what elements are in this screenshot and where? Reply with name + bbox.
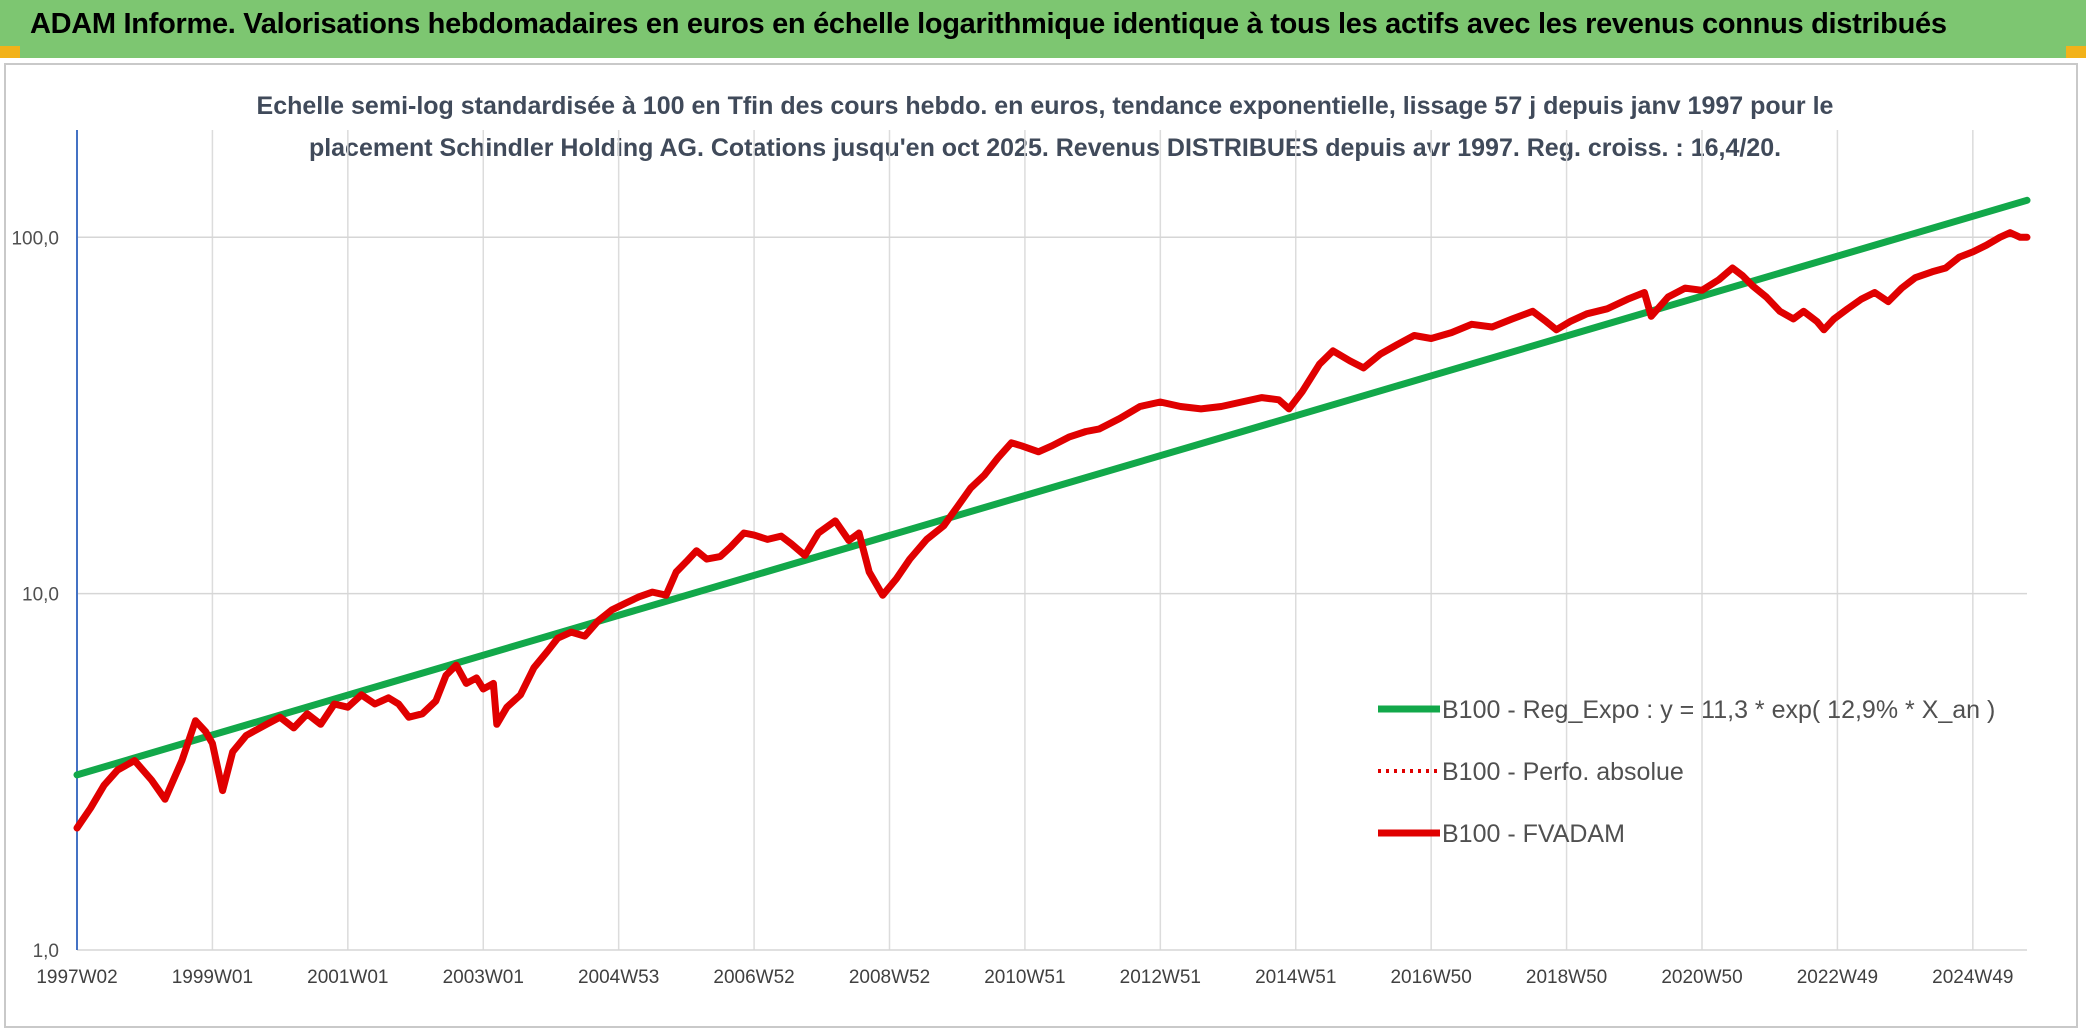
legend-label-0: B100 - Reg_Expo : y = 11,3 * exp( 12,9% …: [1442, 696, 1995, 724]
x-tick-label: 2018W50: [1526, 967, 1607, 988]
y-tick-label: 100,0: [11, 228, 59, 249]
y-tick-label: 10,0: [22, 585, 59, 606]
x-tick-label: 2022W49: [1797, 967, 1878, 988]
series-line-2: [73, 229, 2031, 832]
x-tick-label: 2012W51: [1120, 967, 1201, 988]
corner-marker-top-left: [0, 46, 20, 58]
x-tick-label: 2024W49: [1932, 967, 2013, 988]
x-tick-label: 2001W01: [307, 967, 388, 988]
x-tick-label: 1999W01: [172, 967, 253, 988]
x-tick-label: 2020W50: [1661, 967, 1742, 988]
corner-marker-top-right: [2066, 46, 2086, 58]
x-tick-label: 2010W51: [984, 967, 1065, 988]
chart-subtitle-line-2: placement Schindler Holding AG. Cotation…: [308, 134, 1782, 162]
x-tick-label: 1997W02: [36, 967, 117, 988]
page-title: ADAM Informe. Valorisations hebdomadaire…: [30, 8, 1947, 40]
x-tick-label: 2004W53: [578, 967, 659, 988]
chart-subtitle-line-1: Echelle semi-log standardisée à 100 en T…: [256, 92, 1834, 120]
x-tick-label: 2003W01: [443, 967, 524, 988]
x-tick-label: 2014W51: [1255, 967, 1336, 988]
x-tick-label: 2016W50: [1390, 967, 1471, 988]
chart-frame: [4, 63, 2078, 1028]
x-tick-label: 2006W52: [713, 967, 794, 988]
legend-label-1: B100 - Perfo. absolue: [1442, 758, 1684, 786]
page-header: ADAM Informe. Valorisations hebdomadaire…: [0, 0, 2086, 58]
series-line-0: [73, 196, 2031, 779]
y-tick-label: 1,0: [33, 941, 59, 962]
x-tick-label: 2008W52: [849, 967, 930, 988]
legend-label-2: B100 - FVADAM: [1442, 820, 1625, 848]
